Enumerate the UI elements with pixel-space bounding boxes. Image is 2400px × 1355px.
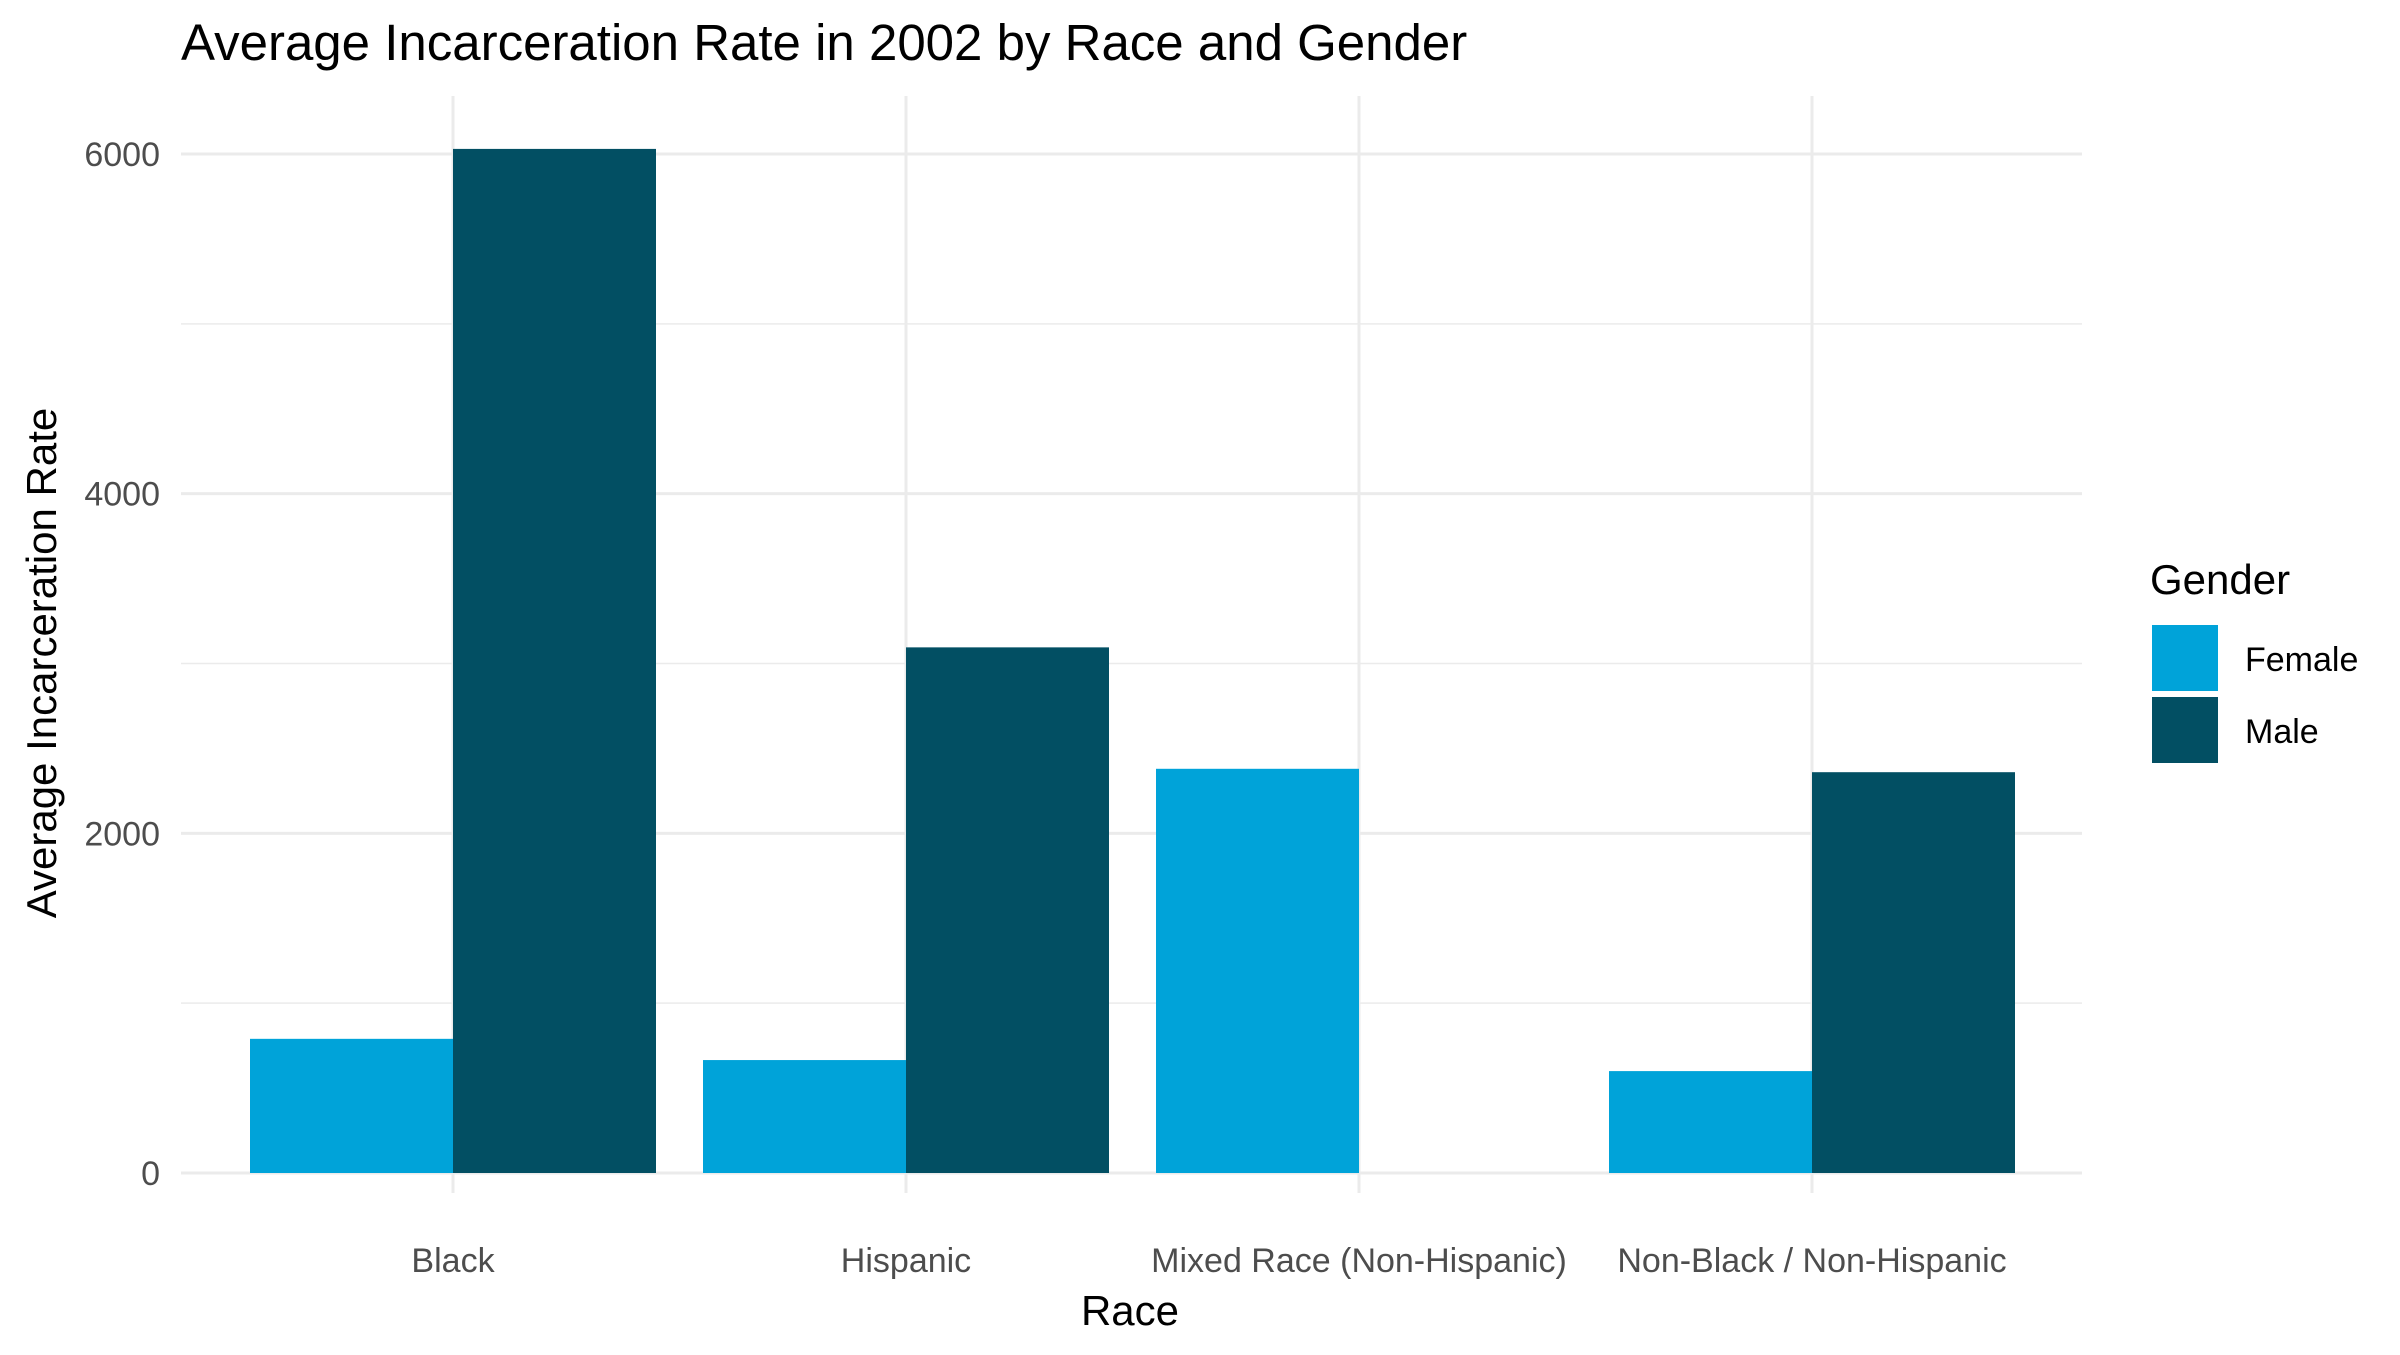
legend-label: Female (2245, 641, 2358, 679)
legend-title: Gender (2150, 556, 2290, 603)
x-tick-label: Mixed Race (Non-Hispanic) (1151, 1242, 1567, 1280)
bar-male (453, 148, 656, 1173)
bar-female (703, 1060, 906, 1173)
y-tick-label: 4000 (84, 476, 160, 514)
bar-female (1156, 768, 1359, 1173)
legend-items: Female Male (2152, 625, 2358, 763)
x-tick-label: Black (411, 1242, 495, 1280)
bar-male (906, 647, 1109, 1173)
x-tick-label: Hispanic (841, 1242, 971, 1280)
bars-layer (250, 148, 2015, 1173)
bar-female (1609, 1071, 1812, 1173)
y-axis-label: Average Incarceration Rate (18, 408, 65, 919)
legend: Gender Female Male (2150, 556, 2358, 763)
legend-swatch (2152, 697, 2218, 763)
x-tick-label: Non-Black / Non-Hispanic (1617, 1242, 2006, 1280)
y-tick-label: 6000 (84, 136, 160, 174)
x-axis-label: Race (1081, 1287, 1179, 1334)
axis-layer: 0 2000 4000 6000 Black Hispanic Mixed Race (No… (84, 136, 2006, 1280)
legend-label: Male (2245, 713, 2319, 751)
bar-female (250, 1038, 453, 1173)
chart-title: Average Incarceration Rate in 2002 by Ra… (181, 14, 1467, 71)
bar-male (1812, 772, 2015, 1173)
y-tick-label: 2000 (84, 815, 160, 853)
y-tick-label: 0 (141, 1155, 160, 1193)
legend-swatch (2152, 625, 2218, 691)
